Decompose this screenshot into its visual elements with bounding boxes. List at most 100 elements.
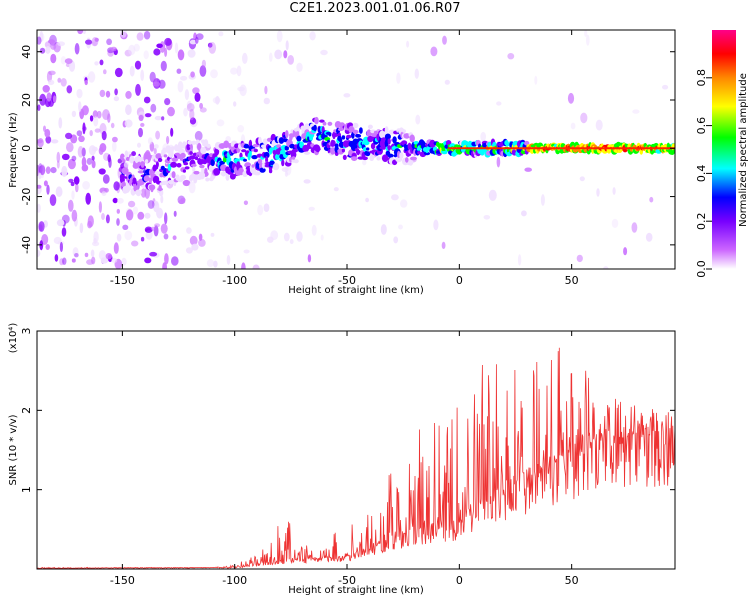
spectrogram-noise-blob	[274, 49, 283, 60]
top-y-tick-label: -40	[20, 236, 33, 254]
spectrogram-noise-blob	[92, 110, 98, 118]
spectrogram-noise-blob	[124, 230, 133, 241]
spectrogram-noise-blob	[144, 212, 151, 219]
spectrogram-ridge-blob	[258, 136, 262, 145]
spectrogram-noise-blob	[241, 262, 246, 269]
spectrogram-noise-blob	[144, 113, 152, 118]
spectrogram-noise-blob	[101, 130, 107, 141]
spectrogram-noise-blob	[586, 34, 590, 46]
spectrogram-noise-blob	[85, 39, 93, 45]
spectrogram-noise-blob	[160, 195, 164, 204]
spectrogram-noise-blob	[140, 236, 145, 242]
spectrogram-noise-blob	[39, 47, 46, 54]
spectrogram-ridge-blob	[352, 122, 359, 129]
spectrogram-noise-blob	[44, 128, 51, 138]
bottom-x-axis-label: Height of straight line (km)	[288, 585, 424, 596]
spectrogram-ridge-blob	[352, 129, 359, 134]
spectrogram-noise-blob	[45, 136, 52, 144]
spectrogram-noise-blob	[39, 30, 44, 42]
spectrogram-noise-blob	[78, 135, 85, 143]
spectrogram-ridge-blob	[183, 162, 189, 166]
spectrogram-noise-blob	[56, 151, 61, 163]
spectrogram-noise-blob	[92, 146, 98, 152]
spectrogram-noise-blob	[281, 167, 289, 173]
spectrogram-noise-blob	[153, 48, 161, 56]
bottom-x-tick-label: 50	[565, 574, 579, 587]
spectrogram-noise-blob	[143, 96, 151, 104]
spectrogram-ridge-blob	[291, 148, 298, 153]
spectrogram-ridge-blob	[332, 140, 336, 147]
spectrogram-noise-blob	[430, 46, 438, 57]
spectrogram-noise-blob	[303, 179, 311, 184]
top-x-tick-label: 50	[565, 274, 579, 287]
spectrogram-ridge-blob	[193, 170, 200, 175]
spectrogram-noise-blob	[81, 147, 86, 157]
spectrogram-ridge-blob	[204, 168, 208, 175]
spectrogram-marks	[37, 30, 675, 269]
spectrogram-noise-blob	[125, 104, 132, 116]
spectrogram-ridge-blob	[363, 140, 370, 146]
spectrogram-ridge-blob	[441, 150, 448, 155]
spectrogram-noise-blob	[237, 125, 245, 133]
spectrogram-noise-blob	[283, 50, 288, 59]
spectrogram-noise-blob	[267, 236, 274, 243]
spectrogram-noise-blob	[433, 219, 439, 231]
spectrogram-noise-blob	[171, 256, 179, 266]
bottom-y-multiplier: (x10⁴)	[8, 323, 19, 354]
spectrogram-noise-blob	[70, 181, 75, 187]
spectrogram-noise-blob	[106, 38, 112, 46]
spectrogram-ridge-blob	[314, 116, 319, 125]
spectrogram-ridge-blob	[276, 144, 282, 149]
spectrogram-noise-blob	[524, 167, 532, 172]
spectrogram-noise-blob	[496, 101, 502, 106]
spectrogram-noise-blob	[91, 160, 96, 169]
spectrogram-noise-blob	[105, 90, 111, 98]
spectrogram-noise-blob	[185, 247, 193, 254]
spectrogram-ridge-blob	[356, 150, 360, 156]
spectrogram-noise-blob	[172, 235, 177, 240]
spectrogram-noise-blob	[47, 79, 55, 86]
spectrogram-noise-blob	[98, 201, 102, 213]
spectrogram-noise-blob	[114, 67, 123, 78]
spectrogram-ridge-blob	[197, 143, 202, 151]
spectrogram-noise-blob	[236, 65, 242, 77]
spectrogram-noise-blob	[580, 112, 588, 124]
spectrogram-noise-blob	[201, 59, 206, 68]
spectrogram-noise-blob	[343, 93, 351, 98]
spectrogram-noise-blob	[121, 257, 127, 266]
spectrogram-noise-blob	[442, 35, 447, 45]
spectrogram-noise-blob	[89, 115, 94, 122]
spectrogram-noise-blob	[99, 59, 104, 66]
spectrogram-ridge-blob	[304, 123, 310, 131]
spectrogram-noise-blob	[576, 254, 583, 263]
spectrogram-noise-blob	[50, 43, 57, 50]
top-x-tick-label: -100	[222, 274, 247, 287]
bottom-y-tick-label: 3	[20, 328, 33, 335]
spectrogram-noise-blob	[84, 79, 88, 86]
spectrogram-ridge-blob	[141, 163, 145, 168]
spectrogram-noise-blob	[93, 116, 99, 127]
spectrogram-noise-blob	[517, 254, 522, 266]
top-y-tick-label: 40	[20, 45, 33, 59]
spectrogram-noise-blob	[135, 83, 141, 96]
spectrogram-ridge-blob	[167, 180, 175, 185]
spectrogram-noise-blob	[38, 221, 45, 232]
spectrogram-noise-blob	[38, 172, 42, 180]
spectrogram-ridge-blob	[339, 137, 343, 143]
spectrogram-ridge-blob	[351, 133, 355, 139]
spectrogram-frame	[36, 29, 676, 270]
spectrogram-ridge-blob	[176, 163, 182, 168]
spectrogram-noise-blob	[216, 119, 225, 127]
spectrogram-ridge-blob	[220, 171, 227, 176]
spectrogram-ridge-blob	[180, 174, 186, 181]
spectrogram-noise-blob	[287, 55, 295, 65]
spectrogram-noise-blob	[176, 68, 182, 74]
spectrogram-ridge-blob	[225, 173, 230, 181]
spectrogram-noise-blob	[132, 206, 139, 215]
spectrogram-noise-blob	[57, 77, 62, 83]
spectrogram-ridge-blob	[313, 124, 317, 132]
spectrogram-noise-blob	[110, 122, 115, 129]
spectrogram-noise-blob	[37, 139, 43, 144]
spectrogram-noise-blob	[140, 69, 145, 82]
spectrogram-ridge-blob	[190, 163, 197, 167]
